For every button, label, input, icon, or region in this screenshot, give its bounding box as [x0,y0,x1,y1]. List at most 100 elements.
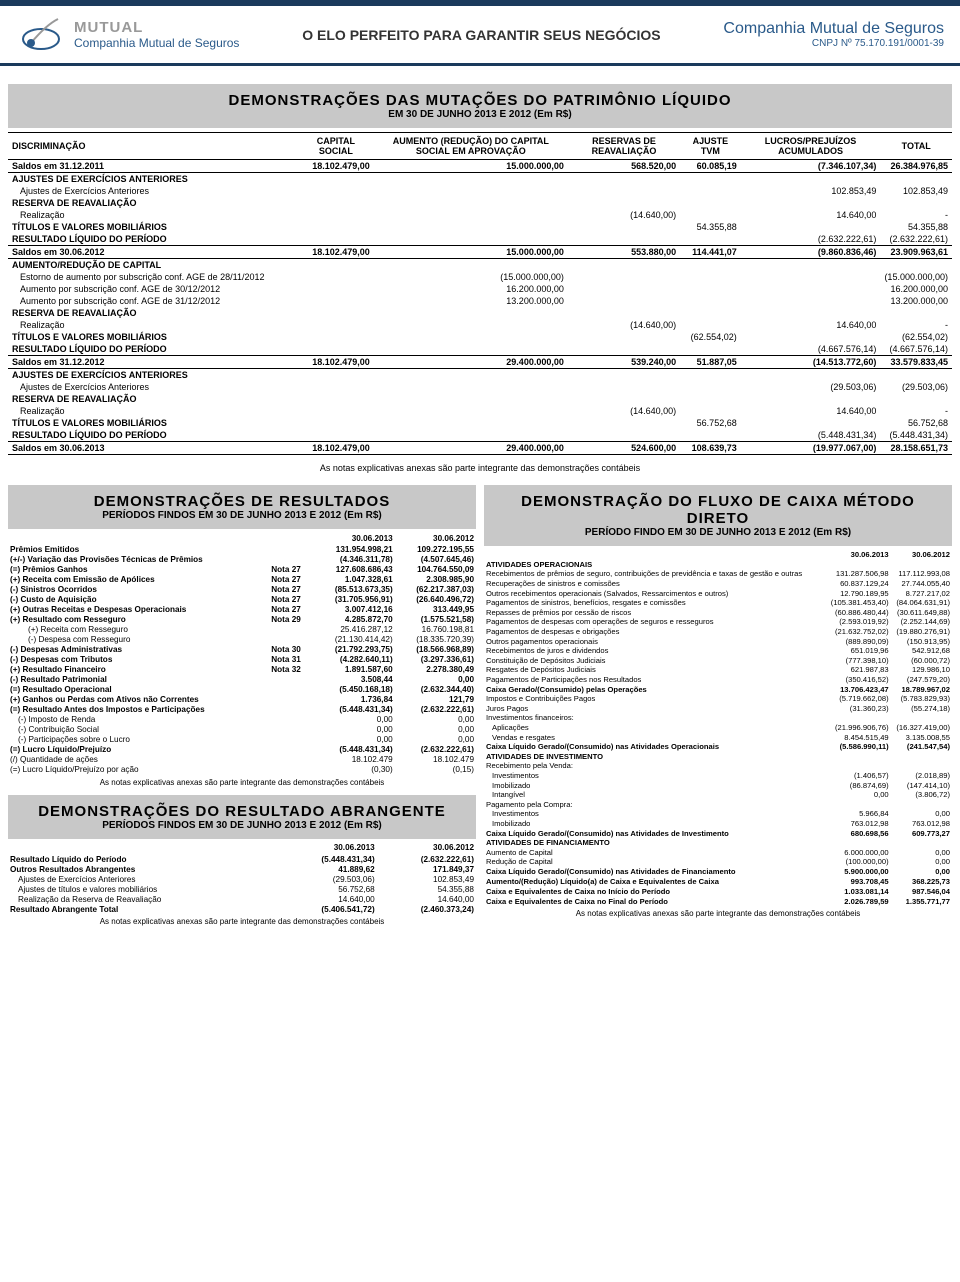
mut-cell [680,271,741,283]
res-label: (-) Despesas Administrativas [8,645,269,655]
res-v2: 0,00 [395,735,476,745]
res-note [269,735,313,745]
mut-cell [568,185,680,197]
mut-cell: 18.102.479,00 [298,160,374,173]
mut-cell: 54.355,88 [880,221,952,233]
mut-cell [880,197,952,209]
cf-label: Resgates de Depósitos Judiciais [484,665,825,675]
res-v2: 313.449,95 [395,605,476,615]
mut-cell [680,319,741,331]
res-v2: 121,79 [395,695,476,705]
mut-cell: - [880,319,952,331]
cf-v2: 3.135.008,55 [891,732,952,742]
cf-v1: 763.012,98 [825,819,891,829]
mut-cell: 568.520,00 [568,160,680,173]
cf-v1: 5.900.000,00 [825,867,891,877]
mutacoes-table: DISCRIMINAÇÃOCAPITAL SOCIALAUMENTO (REDU… [8,132,952,455]
cf-v1: 8.454.515,49 [825,732,891,742]
mut-cell [568,417,680,429]
cf-label: Caixa Gerado/(Consumido) pelas Operações [484,684,825,694]
res-v2: (1.575.521,58) [395,615,476,625]
mutacoes-title: DEMONSTRAÇÕES DAS MUTAÇÕES DO PATRIMÔNIO… [16,92,944,109]
cf-label: Impostos e Contribuições Pagos [484,694,825,704]
cf-label: Juros Pagos [484,704,825,714]
mut-cell [680,405,741,417]
resultados-title: DEMONSTRAÇÕES DE RESULTADOS [16,493,468,510]
abr-label: Ajustes de Exercícios Anteriores [8,874,277,884]
res-v1: (5.450.168,18) [313,685,394,695]
cf-v2 [891,560,952,570]
mut-cell: 14.640,00 [741,405,881,417]
mut-cell: 13.200.000,00 [374,295,568,307]
cf-v2: 0,00 [891,847,952,857]
cf-v2: (3.806,72) [891,790,952,800]
res-note [269,695,313,705]
mut-cell: 16.200.000,00 [880,283,952,295]
mut-cell [568,283,680,295]
mut-cell [741,369,881,382]
mut-cell [374,233,568,246]
mut-cell: 23.909.963,61 [880,246,952,259]
res-label: (-) Custo de Aquisição [8,595,269,605]
res-v1: 1.047.328,61 [313,575,394,585]
mut-cell [568,271,680,283]
mut-cell: Saldos em 31.12.2012 [8,356,298,369]
cf-v1: 621.987,83 [825,665,891,675]
res-v2: 0,00 [395,725,476,735]
logo-company-text: Companhia Mutual de Seguros [74,36,239,50]
cf-v2: 0,00 [891,809,952,819]
cf-v1: (31.360,23) [825,704,891,714]
fluxo-table: 30.06.201330.06.2012 ATIVIDADES OPERACIO… [484,550,952,906]
res-note: Nota 32 [269,665,313,675]
mut-cell [374,405,568,417]
res-label: (=) Lucro Líquido/Prejuízo [8,745,269,755]
cf-label: Caixa Líquido Gerado/(Consumido) nas Ati… [484,828,825,838]
mut-cell: 33.579.833,45 [880,356,952,369]
res-label: (-) Contribuição Social [8,725,269,735]
mut-cell [680,343,741,356]
mut-cell [680,381,741,393]
mut-cell [880,173,952,186]
mut-cell: 15.000.000,00 [374,246,568,259]
cf-v2: (30.611.649,88) [891,608,952,618]
res-note: Nota 31 [269,655,313,665]
mut-cell [568,173,680,186]
mut-cell [741,221,881,233]
tagline: O ELO PERFEITO PARA GARANTIR SEUS NEGÓCI… [239,27,723,43]
cf-v1: (5.719.662,08) [825,694,891,704]
mut-cell [680,307,741,319]
mut-cell: 13.200.000,00 [880,295,952,307]
cf-v1 [825,761,891,771]
res-label: (-) Despesas com Tributos [8,655,269,665]
mut-cell: 54.355,88 [680,221,741,233]
abr-h2: 30.06.2012 [377,843,476,855]
res-h1: 30.06.2013 [313,533,394,545]
res-v2: 2.308.985,90 [395,575,476,585]
cf-v2: 987.546,04 [891,887,952,897]
mut-cell [374,307,568,319]
resultados-header: DEMONSTRAÇÕES DE RESULTADOS PERÍODOS FIN… [8,485,476,529]
mut-cell: TÍTULOS E VALORES MOBILIÁRIOS [8,417,298,429]
fluxo-note: As notas explicativas anexas são parte i… [484,909,952,918]
res-note: Nota 27 [269,585,313,595]
mut-cell: Aumento por subscrição conf. AGE de 31/1… [8,295,298,307]
abr-v2: 54.355,88 [377,884,476,894]
cf-label: Caixa e Equivalentes de Caixa no Início … [484,887,825,897]
mut-cell: RESULTADO LÍQUIDO DO PERÍODO [8,233,298,246]
mut-cell [568,233,680,246]
res-note [269,705,313,715]
cf-v1: 0,00 [825,790,891,800]
res-note [269,545,313,555]
cf-label: Recebimentos de prêmios de seguro, contr… [484,569,825,579]
mut-cell [680,393,741,405]
mut-cell: Estorno de aumento por subscrição conf. … [8,271,298,283]
mut-cell [568,259,680,272]
cf-v1: (60.886.480,44) [825,608,891,618]
cf-v1: (889.890,09) [825,636,891,646]
res-note [269,625,313,635]
res-v1: 3.508,44 [313,675,394,685]
mut-cell [741,283,881,295]
cf-v1: 6.000.000,00 [825,847,891,857]
mut-cell [568,369,680,382]
mut-cell: 553.880,00 [568,246,680,259]
